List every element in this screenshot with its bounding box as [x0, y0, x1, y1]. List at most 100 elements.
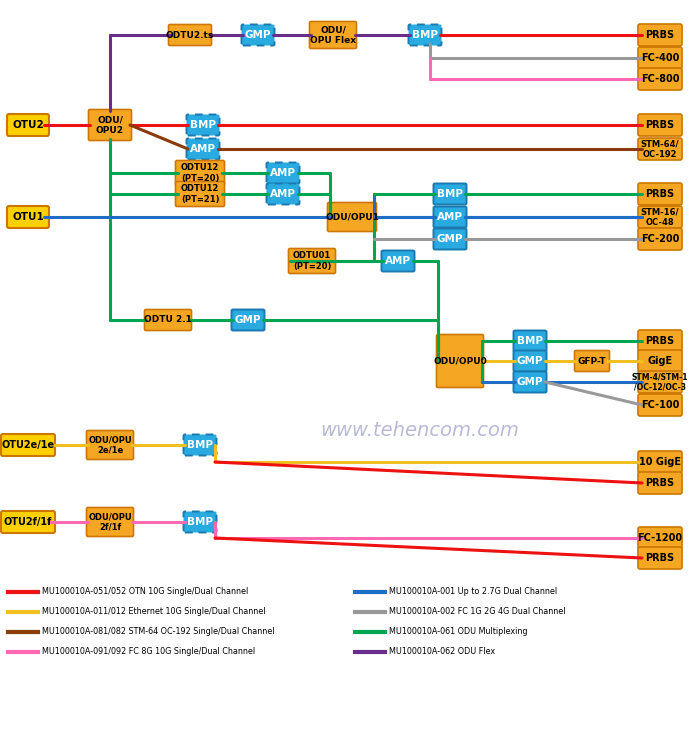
- FancyBboxPatch shape: [382, 251, 414, 272]
- Text: OTU2f/1f: OTU2f/1f: [4, 517, 52, 527]
- Text: BMP: BMP: [187, 517, 213, 527]
- Text: BMP: BMP: [412, 30, 438, 40]
- Text: OTU2e/1e: OTU2e/1e: [1, 440, 55, 450]
- Text: BMP: BMP: [190, 120, 216, 130]
- Text: BMP: BMP: [517, 336, 543, 346]
- Text: MU100010A-061 ODU Multiplexing: MU100010A-061 ODU Multiplexing: [389, 628, 528, 637]
- FancyBboxPatch shape: [437, 334, 484, 388]
- Text: FC-800: FC-800: [640, 74, 679, 84]
- Text: STM-4/STM-1
/OC-12/OC-3: STM-4/STM-1 /OC-12/OC-3: [631, 372, 688, 392]
- Text: MU100010A-062 ODU Flex: MU100010A-062 ODU Flex: [389, 647, 495, 656]
- FancyBboxPatch shape: [88, 110, 132, 140]
- Text: PRBS: PRBS: [645, 120, 675, 130]
- FancyBboxPatch shape: [183, 512, 216, 532]
- Text: GMP: GMP: [517, 377, 543, 387]
- FancyBboxPatch shape: [1, 511, 55, 533]
- Text: OTU1: OTU1: [12, 212, 44, 222]
- Text: PRBS: PRBS: [645, 336, 675, 346]
- Text: MU100010A-081/082 STM-64 OC-192 Single/Dual Channel: MU100010A-081/082 STM-64 OC-192 Single/D…: [42, 628, 274, 637]
- Text: AMP: AMP: [270, 189, 296, 199]
- Text: MU100010A-001 Up to 2.7G Dual Channel: MU100010A-001 Up to 2.7G Dual Channel: [389, 587, 557, 596]
- Text: ODU/
OPU Flex: ODU/ OPU Flex: [310, 26, 356, 45]
- FancyBboxPatch shape: [638, 228, 682, 250]
- FancyBboxPatch shape: [186, 115, 220, 136]
- Text: ODU/
OPU2: ODU/ OPU2: [96, 116, 124, 135]
- Text: ODTU2.ts: ODTU2.ts: [166, 31, 214, 40]
- Text: 10 GigE: 10 GigE: [639, 457, 681, 467]
- FancyBboxPatch shape: [309, 22, 356, 49]
- FancyBboxPatch shape: [514, 331, 547, 352]
- FancyBboxPatch shape: [7, 114, 49, 136]
- FancyBboxPatch shape: [433, 229, 466, 250]
- Text: ODTU 2.1: ODTU 2.1: [144, 316, 192, 325]
- FancyBboxPatch shape: [232, 310, 265, 331]
- Text: ODTU12
(PT=21): ODTU12 (PT=21): [181, 184, 219, 204]
- Text: ODTU12
(PT=20): ODTU12 (PT=20): [181, 164, 219, 183]
- Text: GMP: GMP: [517, 356, 543, 366]
- Text: GMP: GMP: [437, 234, 463, 244]
- Text: BMP: BMP: [187, 440, 213, 450]
- FancyBboxPatch shape: [638, 330, 682, 352]
- FancyBboxPatch shape: [267, 184, 300, 205]
- Text: ODU/OPU
2f/1f: ODU/OPU 2f/1f: [88, 512, 132, 532]
- FancyBboxPatch shape: [87, 430, 134, 460]
- Text: ODTU01
(PT=20): ODTU01 (PT=20): [293, 251, 331, 271]
- Text: AMP: AMP: [190, 144, 216, 154]
- FancyBboxPatch shape: [433, 206, 466, 227]
- Text: ODU/OPU0: ODU/OPU0: [433, 356, 487, 365]
- Text: PRBS: PRBS: [645, 478, 675, 488]
- FancyBboxPatch shape: [144, 310, 192, 331]
- Text: OTU2: OTU2: [12, 120, 44, 130]
- Text: GMP: GMP: [234, 315, 261, 325]
- FancyBboxPatch shape: [267, 163, 300, 184]
- FancyBboxPatch shape: [87, 508, 134, 536]
- FancyBboxPatch shape: [433, 184, 466, 205]
- Text: GigE: GigE: [648, 356, 673, 366]
- Text: www.tehencom.com: www.tehencom.com: [321, 421, 519, 440]
- Text: MU100010A-011/012 Ethernet 10G Single/Dual Channel: MU100010A-011/012 Ethernet 10G Single/Du…: [42, 608, 265, 616]
- Text: FC-400: FC-400: [640, 53, 679, 63]
- FancyBboxPatch shape: [638, 68, 682, 90]
- FancyBboxPatch shape: [638, 472, 682, 494]
- Text: AMP: AMP: [385, 256, 411, 266]
- FancyBboxPatch shape: [638, 394, 682, 416]
- FancyBboxPatch shape: [638, 183, 682, 205]
- FancyBboxPatch shape: [638, 206, 682, 228]
- FancyBboxPatch shape: [638, 350, 682, 372]
- Text: PRBS: PRBS: [645, 189, 675, 199]
- Text: ODU/OPU
2e/1e: ODU/OPU 2e/1e: [88, 435, 132, 454]
- Text: PRBS: PRBS: [645, 553, 675, 563]
- Text: FC-200: FC-200: [640, 234, 679, 244]
- FancyBboxPatch shape: [575, 350, 610, 371]
- FancyBboxPatch shape: [638, 114, 682, 136]
- Text: GFP-T: GFP-T: [578, 356, 606, 365]
- FancyBboxPatch shape: [638, 547, 682, 569]
- FancyBboxPatch shape: [409, 25, 442, 46]
- FancyBboxPatch shape: [638, 527, 682, 549]
- FancyBboxPatch shape: [1, 434, 55, 456]
- FancyBboxPatch shape: [7, 206, 49, 228]
- FancyBboxPatch shape: [638, 138, 682, 160]
- FancyBboxPatch shape: [183, 434, 216, 455]
- Text: STM-64/
OC-192: STM-64/ OC-192: [640, 140, 679, 159]
- Text: BMP: BMP: [437, 189, 463, 199]
- FancyBboxPatch shape: [288, 248, 335, 274]
- FancyBboxPatch shape: [638, 371, 682, 393]
- FancyBboxPatch shape: [514, 371, 547, 392]
- FancyBboxPatch shape: [176, 182, 225, 206]
- FancyBboxPatch shape: [638, 47, 682, 69]
- FancyBboxPatch shape: [241, 25, 274, 46]
- Text: MU100010A-002 FC 1G 2G 4G Dual Channel: MU100010A-002 FC 1G 2G 4G Dual Channel: [389, 608, 566, 616]
- FancyBboxPatch shape: [186, 139, 220, 160]
- FancyBboxPatch shape: [169, 25, 211, 46]
- Text: GMP: GMP: [245, 30, 272, 40]
- Text: FC-1200: FC-1200: [638, 533, 682, 543]
- Text: STM-16/
OC-48: STM-16/ OC-48: [640, 207, 679, 226]
- FancyBboxPatch shape: [328, 202, 377, 232]
- Text: MU100010A-091/092 FC 8G 10G Single/Dual Channel: MU100010A-091/092 FC 8G 10G Single/Dual …: [42, 647, 255, 656]
- FancyBboxPatch shape: [176, 160, 225, 185]
- Text: ODU/OPU1: ODU/OPU1: [325, 212, 379, 221]
- Text: AMP: AMP: [270, 168, 296, 178]
- FancyBboxPatch shape: [638, 451, 682, 473]
- Text: FC-100: FC-100: [640, 400, 679, 410]
